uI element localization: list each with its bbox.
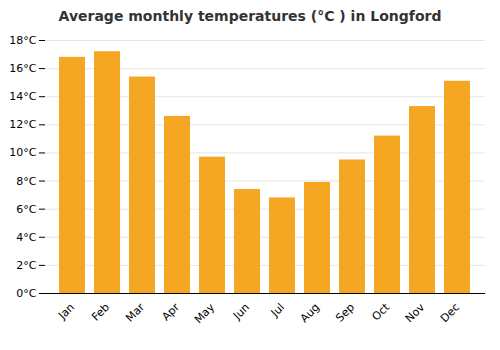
svg-text:12°C: 12°C <box>9 118 36 131</box>
svg-text:2°C: 2°C <box>16 259 36 272</box>
svg-text:0°C: 0°C <box>16 287 36 300</box>
svg-text:Jan: Jan <box>55 301 77 323</box>
svg-text:Feb: Feb <box>89 301 112 324</box>
svg-text:10°C: 10°C <box>9 146 36 159</box>
svg-text:6°C: 6°C <box>16 203 36 216</box>
svg-text:18°C: 18°C <box>9 34 36 47</box>
svg-text:Apr: Apr <box>159 300 182 323</box>
svg-text:May: May <box>192 300 218 326</box>
svg-text:Oct: Oct <box>369 300 392 323</box>
svg-text:14°C: 14°C <box>9 90 36 103</box>
svg-text:16°C: 16°C <box>9 62 36 75</box>
svg-text:Nov: Nov <box>403 300 428 325</box>
svg-text:4°C: 4°C <box>16 231 36 244</box>
svg-text:Jul: Jul <box>268 301 287 320</box>
svg-text:Sep: Sep <box>333 301 357 325</box>
svg-text:Dec: Dec <box>438 301 462 325</box>
html-text:Average monthly temperatures (: Average monthly temperatures (°C ) in Lo… <box>58 8 442 24</box>
svg-text:Jun: Jun <box>230 301 252 323</box>
svg-text:Mar: Mar <box>123 300 147 324</box>
svg-text:Aug: Aug <box>298 301 322 325</box>
svg-text:8°C: 8°C <box>16 175 36 188</box>
